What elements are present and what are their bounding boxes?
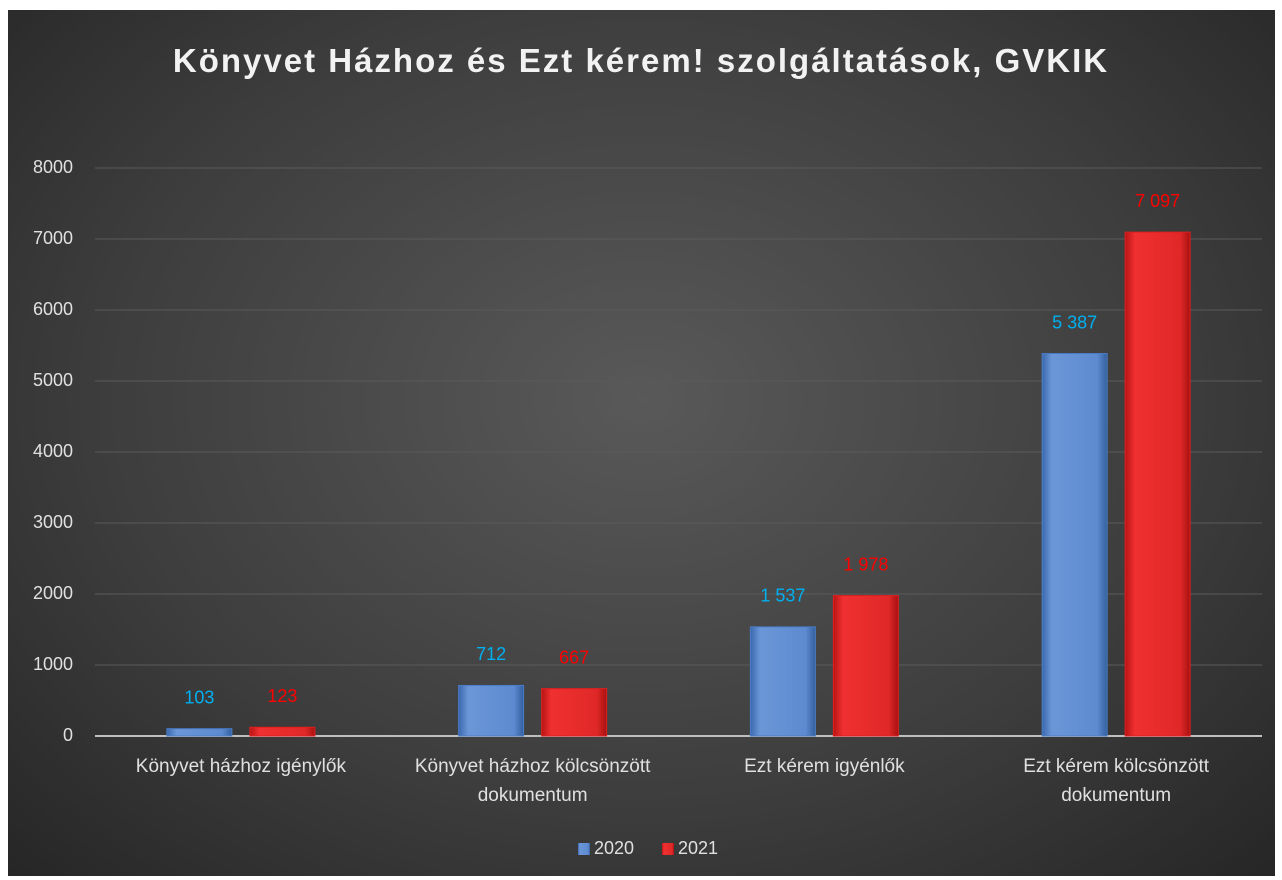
data-label: 667 bbox=[559, 647, 589, 667]
bar bbox=[1124, 231, 1191, 737]
legend-swatch bbox=[662, 843, 674, 855]
data-label: 7 097 bbox=[1135, 191, 1180, 211]
bar bbox=[166, 728, 233, 737]
x-tick-label: Könyvet házhoz kölcsönzött dokumentum bbox=[414, 756, 651, 806]
x-tick-label: Könyvet házhoz igénylők bbox=[135, 756, 346, 777]
bar bbox=[249, 726, 316, 737]
y-tick-label: 7000 bbox=[33, 228, 73, 248]
y-tick-label: 0 bbox=[63, 725, 73, 745]
y-tick-label: 2000 bbox=[33, 583, 73, 603]
data-label: 1 537 bbox=[760, 586, 805, 606]
y-tick-label: 3000 bbox=[33, 512, 73, 532]
data-label: 712 bbox=[476, 644, 506, 664]
chart-title: Könyvet Házhoz és Ezt kérem! szolgáltatá… bbox=[172, 42, 1110, 79]
data-label: 123 bbox=[267, 686, 297, 706]
data-label: 5 387 bbox=[1052, 312, 1097, 332]
x-tick-label: Ezt kérem kölcsönzött dokumentum bbox=[1023, 756, 1210, 806]
data-label: 1 978 bbox=[843, 554, 888, 574]
legend-label: 2021 bbox=[678, 838, 718, 858]
y-tick-label: 8000 bbox=[33, 157, 73, 177]
y-tick-label: 5000 bbox=[33, 370, 73, 390]
bar bbox=[832, 595, 899, 737]
y-tick-label: 1000 bbox=[33, 654, 73, 674]
bar bbox=[1041, 353, 1108, 737]
legend-swatch bbox=[578, 843, 590, 855]
x-tick-label: Ezt kérem igyénlők bbox=[744, 756, 905, 777]
legend-label: 2020 bbox=[594, 838, 634, 858]
bar bbox=[541, 688, 608, 737]
bar bbox=[749, 626, 816, 737]
y-tick-label: 4000 bbox=[33, 441, 73, 461]
y-tick-label: 6000 bbox=[33, 299, 73, 319]
bar bbox=[458, 684, 525, 737]
data-label: 103 bbox=[184, 687, 214, 707]
